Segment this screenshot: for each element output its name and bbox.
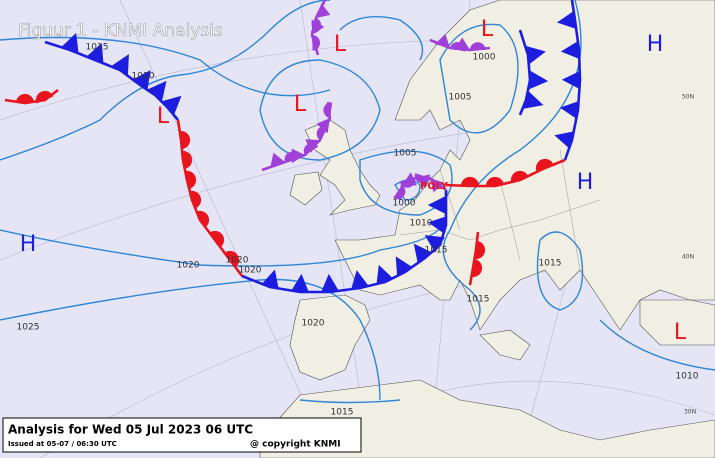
pressure-center: L <box>334 32 347 57</box>
latitude-label: 50N <box>682 94 694 101</box>
info-box <box>2 417 362 453</box>
isobar-label: 1005 <box>394 149 417 159</box>
latitude-label: 40N <box>682 254 694 261</box>
isobar-label: 1020 <box>239 266 262 276</box>
pressure-centers: L L L L H H H L <box>20 17 687 345</box>
isobar-label: 1015 <box>539 259 562 269</box>
pressure-center: L <box>481 17 494 42</box>
isobar-label: 1015 <box>467 295 490 305</box>
isobar-label: 1020 <box>302 319 325 329</box>
map-title: Figuur 1 - KNMI Analysis <box>18 21 223 41</box>
isobar-label: 1010 <box>132 72 155 82</box>
latitude-label: 30N <box>684 409 696 416</box>
isobar-label: 1000 <box>393 199 416 209</box>
isobar-label: 1020 <box>226 256 249 266</box>
pressure-center: L <box>294 92 307 117</box>
isobar-label: 1000 <box>473 53 496 63</box>
issued-time: Issued at 05-07 / 06:30 UTC <box>8 440 117 448</box>
copyright: @ copyright KNMI <box>250 440 341 450</box>
isobar-label: 1020 <box>177 261 200 271</box>
isobar-label: 1005 <box>449 93 472 103</box>
low-name: POLY <box>420 181 449 192</box>
latitude-labels: 50N 40N 30N <box>682 94 696 416</box>
pressure-center: H <box>647 32 664 57</box>
isobar-label: 1015 <box>331 408 354 418</box>
pressure-center: H <box>20 232 37 257</box>
analysis-time: Analysis for Wed 05 Jul 2023 06 UTC <box>8 423 253 437</box>
pressure-center: L <box>674 320 687 345</box>
pressure-center: L <box>157 104 170 129</box>
isobar-label: 1025 <box>17 323 40 333</box>
pressure-center: H <box>577 170 594 195</box>
isobar-label: 1015 <box>86 43 109 53</box>
isobar-labels: 1015 1010 1005 1000 1005 1000 1010 1015 1015 1020… <box>17 43 699 418</box>
isobar-label: 1010 <box>676 372 699 382</box>
fronts <box>4 0 582 294</box>
isobar-label: 1010 <box>410 219 433 229</box>
isobar-label: 1015 <box>425 246 448 256</box>
